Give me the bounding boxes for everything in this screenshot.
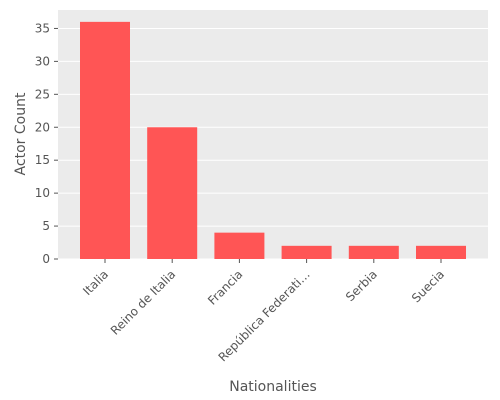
y-tick-label: 20 [35,120,50,134]
y-tick-label: 0 [42,252,50,266]
y-axis: 0 5 10 15 20 25 30 35 [35,21,58,266]
x-axis-title: Nationalities [229,379,317,395]
bar-2 [214,232,265,259]
bar-3 [281,245,332,259]
y-tick-label: 5 [42,219,50,233]
x-tick-label: Suecia [409,267,447,305]
bar-1 [147,127,198,259]
x-tick-label: Italia [80,267,111,298]
x-tick-label: Reino de Italia [108,267,179,338]
y-tick-label: 15 [35,153,50,167]
y-tick-label: 25 [35,87,50,101]
y-tick-label: 30 [35,54,50,68]
bars [80,21,466,259]
y-tick-label: 35 [35,21,50,35]
y-tick-label: 10 [35,186,50,200]
y-axis-title: Actor Count [13,92,29,175]
bar-5 [416,245,466,259]
x-tick-label: Serbia [343,267,380,304]
bar-4 [348,245,399,259]
x-tick-label: Francia [205,267,245,307]
bar-0 [80,21,130,259]
